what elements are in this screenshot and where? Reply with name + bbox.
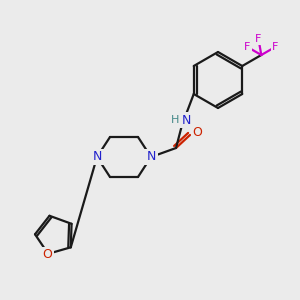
- Text: F: F: [272, 42, 278, 52]
- Text: N: N: [146, 151, 156, 164]
- Text: O: O: [42, 248, 52, 261]
- Text: N: N: [181, 113, 191, 127]
- Text: H: H: [171, 115, 179, 125]
- Text: F: F: [244, 42, 250, 52]
- Text: F: F: [255, 34, 262, 44]
- Text: O: O: [192, 127, 202, 140]
- Text: N: N: [92, 151, 102, 164]
